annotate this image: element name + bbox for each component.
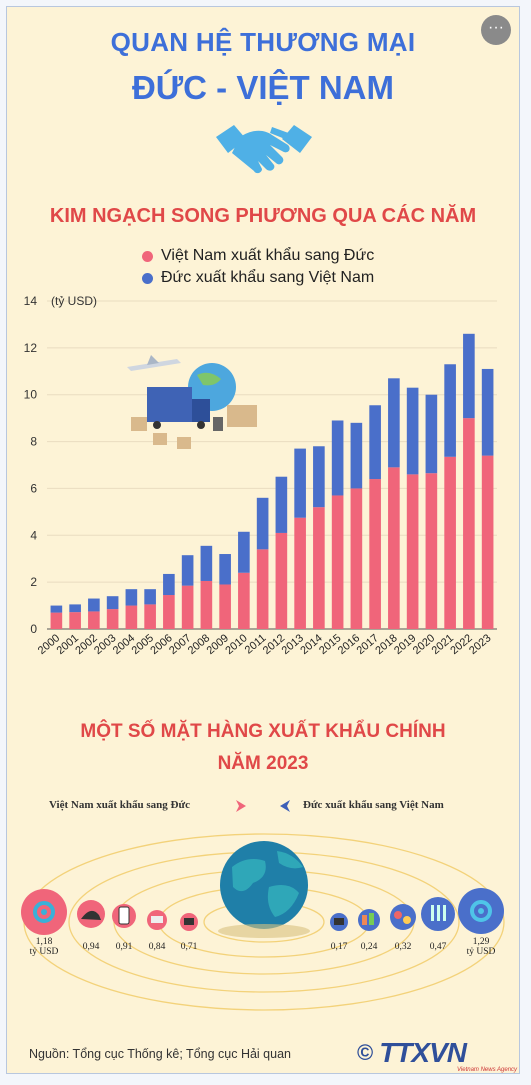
bar-de — [481, 368, 494, 456]
bar-vn — [125, 605, 138, 629]
vn-item-value-2: 0,94 — [82, 942, 100, 952]
bar-de — [88, 598, 100, 612]
legend-label-vn: Việt Nam xuất khẩu sang Đức — [161, 247, 375, 264]
title-line-1: QUAN HỆ THƯƠNG MẠI — [110, 27, 416, 57]
legend-dot-de — [142, 272, 153, 284]
bar-de — [313, 446, 325, 508]
bar-de — [125, 589, 138, 606]
bar-vn — [294, 517, 306, 629]
y-tick-label: 4 — [30, 528, 37, 542]
bar-de — [200, 545, 213, 581]
de-item-value-4: 0,47 — [429, 942, 447, 952]
bar-vn — [163, 595, 175, 629]
bar-de — [388, 378, 400, 468]
bar-vn — [238, 572, 250, 629]
legend-dot-vn — [142, 250, 153, 262]
bar-de — [238, 531, 250, 573]
y-tick-label: 14 — [24, 294, 38, 308]
more-options-button[interactable]: ··· — [481, 15, 511, 45]
section2-title-line-2: NĂM 2023 — [217, 753, 309, 774]
vn-item-value-1: 1,18 tỷ USD — [29, 937, 59, 957]
vn-item-value-5: 0,71 — [180, 942, 198, 952]
de-item-value-2: 0,24 — [360, 942, 378, 952]
bar-de — [369, 405, 381, 480]
bar-vn — [275, 532, 288, 629]
items-legend-vn-label: Việt Nam xuất khẩu sang Đức — [49, 799, 190, 811]
items-legend-de-label: Đức xuất khẩu sang Việt Nam — [303, 799, 444, 811]
bar-vn — [144, 604, 156, 629]
bar-de — [256, 497, 269, 550]
vn-item-gear — [21, 889, 67, 935]
bar-de — [163, 573, 175, 596]
arrow-right-icon — [236, 800, 246, 812]
bar-vn — [463, 418, 475, 629]
bar-vn — [256, 549, 269, 629]
bar-de — [219, 554, 231, 585]
bar-de — [350, 422, 363, 489]
vn-item-value-4: 0,84 — [148, 942, 166, 952]
y-axis-label: (tỷ USD) — [51, 294, 97, 308]
y-tick-label: 6 — [30, 481, 37, 495]
bar-vn — [50, 612, 63, 629]
brand-name: TTXVN — [379, 1037, 467, 1068]
section1-title: KIM NGẠCH SONG PHƯƠNG QUA CÁC NĂM — [49, 205, 477, 227]
brand-subtitle: Vietnam News Agency — [457, 1067, 518, 1073]
copyright-symbol: © — [357, 1040, 374, 1065]
x-tick-label: 2023 — [467, 632, 493, 657]
title-line-2: ĐỨC - VIỆT NAM — [131, 69, 395, 106]
cargo-illustration-icon — [127, 355, 257, 449]
vn-item-value-3: 0,91 — [115, 942, 133, 952]
infographic-frame: ··· QUAN HỆ THƯƠNG MẠI ĐỨC - VIỆT NAM KI… — [6, 6, 520, 1074]
bar-vn — [313, 507, 325, 629]
bar-de — [181, 555, 194, 586]
de-item-value-5: 1,29 tỷ USD — [466, 937, 496, 957]
bar-de — [144, 589, 156, 605]
y-tick-label: 0 — [30, 622, 37, 636]
bar-vn — [219, 584, 231, 629]
bar-vn — [69, 612, 81, 629]
bar-vn — [481, 455, 494, 629]
bar-de — [275, 476, 288, 533]
bar-de — [106, 596, 119, 610]
bar-vn — [425, 473, 438, 629]
handshake-icon — [216, 125, 312, 174]
legend-item-vn: Việt Nam xuất khẩu sang Đức — [142, 247, 374, 265]
bar-de — [425, 394, 438, 474]
ttxvn-logo: © TTXVN Vietnam News Agency — [357, 1037, 517, 1073]
bar-de — [463, 333, 475, 419]
bar-vn — [88, 611, 100, 629]
bar-de — [50, 605, 63, 613]
y-tick-label: 10 — [24, 388, 38, 402]
bar-de — [69, 604, 81, 613]
bar-de — [444, 364, 456, 457]
section2-title-line-1: MỘT SỐ MẶT HÀNG XUẤT KHẨU CHÍNH — [80, 721, 446, 742]
bar-vn — [350, 488, 363, 629]
de-item-value-3: 0,32 — [394, 942, 412, 952]
bar-vn — [181, 585, 194, 629]
bar-vn — [331, 495, 344, 629]
legend-label-de: Đức xuất khẩu sang Việt Nam — [161, 269, 375, 286]
y-tick-label: 12 — [24, 341, 38, 355]
bar-de — [294, 448, 306, 518]
source-note: Nguồn: Tổng cục Thống kê; Tổng cục Hải q… — [29, 1047, 291, 1061]
y-tick-label: 2 — [30, 575, 37, 589]
bar-de — [331, 420, 344, 496]
bar-vn — [444, 456, 456, 629]
bar-vn — [200, 580, 213, 629]
product-icons — [21, 888, 504, 935]
y-tick-label: 8 — [30, 435, 37, 449]
arrow-left-icon — [280, 800, 290, 812]
de-item-value-1: 0,17 — [330, 942, 348, 952]
bar-vn — [369, 479, 381, 629]
bar-de — [406, 387, 419, 475]
legend-item-de: Đức xuất khẩu sang Việt Nam — [142, 269, 374, 287]
bar-vn — [406, 474, 419, 629]
bar-vn — [106, 609, 119, 629]
bar-vn — [388, 467, 400, 629]
